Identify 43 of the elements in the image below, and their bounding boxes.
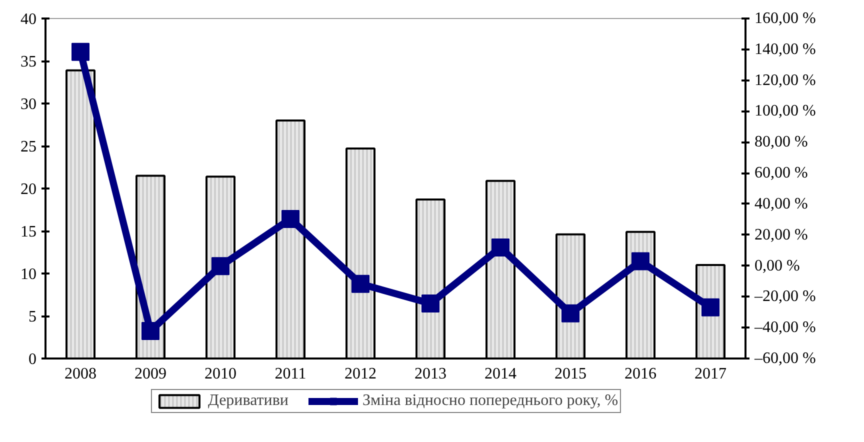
point — [632, 252, 650, 270]
x-tick-label: 2017 — [694, 366, 726, 382]
y-tick-label: 10 — [20, 266, 36, 283]
point — [142, 322, 160, 340]
y-tick-label: 30 — [20, 96, 36, 113]
x-tick-label: 2010 — [204, 366, 236, 382]
x-tick-label: 2016 — [624, 366, 656, 382]
point — [352, 274, 370, 293]
point — [492, 238, 510, 257]
y-tick-label: 20 — [20, 181, 36, 198]
x-tick-label: 2014 — [484, 366, 516, 382]
y-tick-label: 25 — [20, 138, 36, 156]
y2-tick-label: –60,00 % — [754, 350, 816, 367]
x-tick-label: 2012 — [344, 366, 376, 382]
y2-tick-label: 160,00 % — [754, 10, 816, 27]
y2-tick-label: 20,00 % — [754, 226, 808, 244]
x-tick-label: 2015 — [554, 366, 586, 382]
legend-label: Зміна відносно попереднього року, % — [362, 392, 618, 410]
y2-tick-label: 60,00 % — [754, 164, 808, 182]
y2-tick-label: 140,00 % — [754, 40, 816, 58]
y2-tick-label: –20,00 % — [754, 288, 816, 306]
y2-tick-label: 120,00 % — [754, 72, 816, 89]
x-tick-label: 2013 — [414, 366, 446, 382]
legend-label: Деривативи — [208, 392, 288, 410]
x-tick-label: 2011 — [274, 366, 306, 382]
x-tick-label: 2009 — [134, 366, 166, 382]
point — [282, 210, 300, 228]
y-tick-label: 5 — [28, 308, 36, 326]
x-tick-label: 2008 — [64, 366, 96, 382]
point — [212, 257, 230, 276]
y2-tick-label: 80,00 % — [754, 134, 808, 151]
y-tick-label: 15 — [20, 224, 36, 240]
y2-tick-label: –40,00 % — [754, 319, 816, 336]
y2-tick-label: 0,00 % — [754, 257, 800, 274]
y-tick-label: 0 — [28, 351, 36, 368]
point — [72, 42, 90, 61]
y-tick-label: 40 — [20, 11, 36, 28]
point — [422, 294, 440, 312]
y-tick-label: 35 — [20, 54, 36, 70]
point — [562, 304, 580, 322]
point — [702, 298, 720, 316]
y2-tick-label: 100,00 % — [754, 102, 816, 120]
y2-tick-label: 40,00 % — [754, 195, 808, 212]
